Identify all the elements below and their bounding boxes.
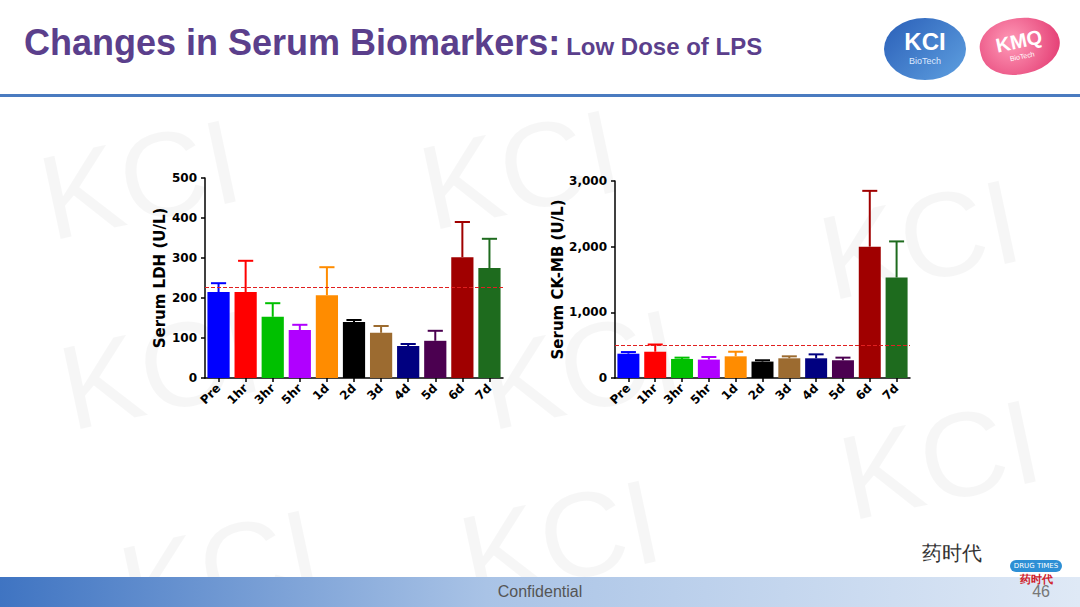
- svg-text:7d: 7d: [473, 381, 495, 403]
- svg-text:200: 200: [172, 291, 197, 305]
- svg-text:Serum LDH (U/L): Serum LDH (U/L): [151, 208, 169, 349]
- svg-text:100: 100: [172, 331, 197, 345]
- svg-text:2d: 2d: [337, 381, 359, 403]
- svg-text:5d: 5d: [826, 381, 848, 403]
- svg-text:5hr: 5hr: [279, 381, 305, 407]
- svg-text:2d: 2d: [746, 381, 768, 403]
- svg-text:Serum CK-MB (U/L): Serum CK-MB (U/L): [549, 200, 567, 360]
- svg-text:1hr: 1hr: [634, 381, 660, 407]
- svg-text:0: 0: [189, 371, 197, 385]
- svg-text:6d: 6d: [445, 381, 467, 403]
- svg-text:400: 400: [172, 211, 197, 225]
- svg-text:4d: 4d: [391, 381, 413, 403]
- svg-text:6d: 6d: [853, 381, 875, 403]
- svg-text:3hr: 3hr: [661, 381, 687, 407]
- svg-text:5d: 5d: [418, 381, 440, 403]
- svg-text:1d: 1d: [719, 381, 741, 403]
- svg-text:3hr: 3hr: [252, 381, 278, 407]
- svg-text:1d: 1d: [310, 381, 332, 403]
- svg-text:5hr: 5hr: [688, 381, 714, 407]
- svg-text:7d: 7d: [880, 381, 902, 403]
- svg-text:4d: 4d: [799, 381, 821, 403]
- svg-text:500: 500: [172, 171, 197, 185]
- svg-text:1hr: 1hr: [225, 381, 251, 407]
- svg-text:3,000: 3,000: [569, 174, 607, 188]
- svg-text:Pre: Pre: [607, 381, 633, 407]
- svg-text:2,000: 2,000: [569, 240, 607, 254]
- svg-text:3d: 3d: [772, 381, 794, 403]
- svg-text:Pre: Pre: [197, 381, 223, 407]
- svg-text:3d: 3d: [364, 381, 386, 403]
- svg-text:1,000: 1,000: [569, 305, 607, 319]
- svg-text:300: 300: [172, 251, 197, 265]
- svg-text:0: 0: [599, 371, 607, 385]
